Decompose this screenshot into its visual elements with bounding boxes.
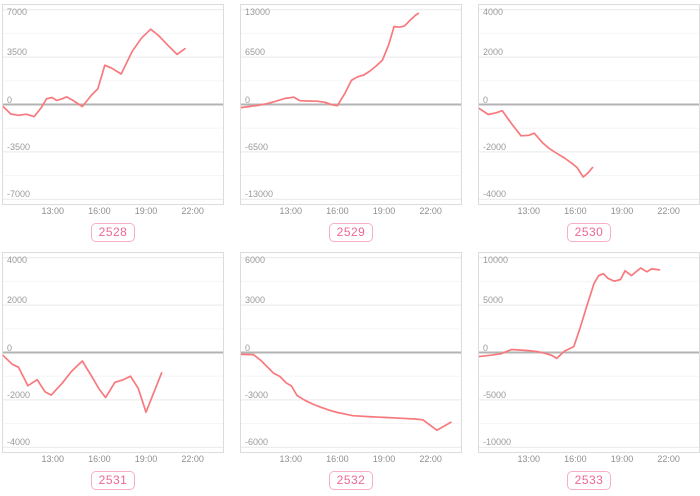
x-axis-label: 16:00 [88,454,111,464]
x-axis-label: 22:00 [181,454,204,464]
x-axis-label: 16:00 [326,206,349,216]
chart-canvas-2532 [241,257,461,448]
series-line-2529 [241,12,420,109]
x-axis-label: 16:00 [326,454,349,464]
chart-plot-2528: 7000 3500 0 -3500 -7000 [2,4,224,205]
chart-cell-2530: 4000 2000 0 -2000 -4000 13:00 16:00 19:00 22:00 2… [478,0,700,248]
chart-badge-2528[interactable]: 2528 [90,223,136,242]
x-axis-label: 22:00 [657,454,680,464]
x-axis-label: 19:00 [610,454,634,464]
chart-cell-2533: 10000 5000 0 -5000 -10000 13:00 16:00 19:00 22:0… [478,248,700,496]
chart-cell-2528: 7000 3500 0 -3500 -7000 13:00 16:00 19:00 22:00 2… [2,0,224,248]
series-line-2532 [241,353,452,432]
x-axis-label: 22:00 [657,206,680,216]
chart-badge-2531[interactable]: 2531 [90,471,136,490]
chart-badge-2532[interactable]: 2532 [328,471,374,490]
x-axis-label: 16:00 [564,206,587,216]
x-axis: 13:00 16:00 19:00 22:00 [2,453,224,466]
chart-cell-2531: 4000 2000 0 -2000 -4000 13:00 16:00 19:00 22:00 2… [2,248,224,496]
chart-badge-2533[interactable]: 2533 [566,471,612,490]
x-axis: 13:00 16:00 19:00 22:00 [478,205,700,218]
x-axis-label: 16:00 [564,454,587,464]
x-axis-label: 13:00 [279,454,303,464]
x-axis-label: 19:00 [610,206,634,216]
chart-canvas-2530 [479,9,699,200]
x-axis-label: 19:00 [372,206,396,216]
x-axis-label: 13:00 [279,206,303,216]
chart-plot-2529: 13000 6500 0 -6500 -13000 [240,4,462,205]
chart-canvas-2528 [3,9,223,200]
x-axis-label: 22:00 [419,454,442,464]
x-axis-label: 13:00 [517,206,541,216]
chart-plot-2532: 6000 3000 0 -3000 -6000 [240,252,462,453]
chart-canvas-2533 [479,257,699,448]
series-line-2530 [479,107,594,178]
series-line-2531 [3,354,163,414]
x-axis: 13:00 16:00 19:00 22:00 [2,205,224,218]
x-axis: 13:00 16:00 19:00 22:00 [478,453,700,466]
chart-canvas-2531 [3,257,223,448]
x-axis: 13:00 16:00 19:00 22:00 [240,453,462,466]
x-axis-label: 13:00 [41,206,65,216]
series-line-2528 [3,28,186,118]
series-line-2533 [479,267,661,360]
x-axis-label: 13:00 [517,454,541,464]
chart-canvas-2529 [241,9,461,200]
x-axis-label: 13:00 [41,454,65,464]
x-axis-label: 19:00 [134,206,158,216]
chart-badge-2529[interactable]: 2529 [328,223,374,242]
x-axis-label: 22:00 [181,206,204,216]
chart-badge-2530[interactable]: 2530 [566,223,612,242]
x-axis-label: 22:00 [419,206,442,216]
chart-cell-2532: 6000 3000 0 -3000 -6000 13:00 16:00 19:00 22:00 2… [240,248,462,496]
x-axis-label: 19:00 [372,454,396,464]
x-axis-label: 19:00 [134,454,158,464]
x-axis-label: 16:00 [88,206,111,216]
chart-plot-2533: 10000 5000 0 -5000 -10000 [478,252,700,453]
chart-cell-2529: 13000 6500 0 -6500 -13000 13:00 16:00 19:00 22:0… [240,0,462,248]
x-axis: 13:00 16:00 19:00 22:00 [240,205,462,218]
chart-plot-2530: 4000 2000 0 -2000 -4000 [478,4,700,205]
chart-plot-2531: 4000 2000 0 -2000 -4000 [2,252,224,453]
